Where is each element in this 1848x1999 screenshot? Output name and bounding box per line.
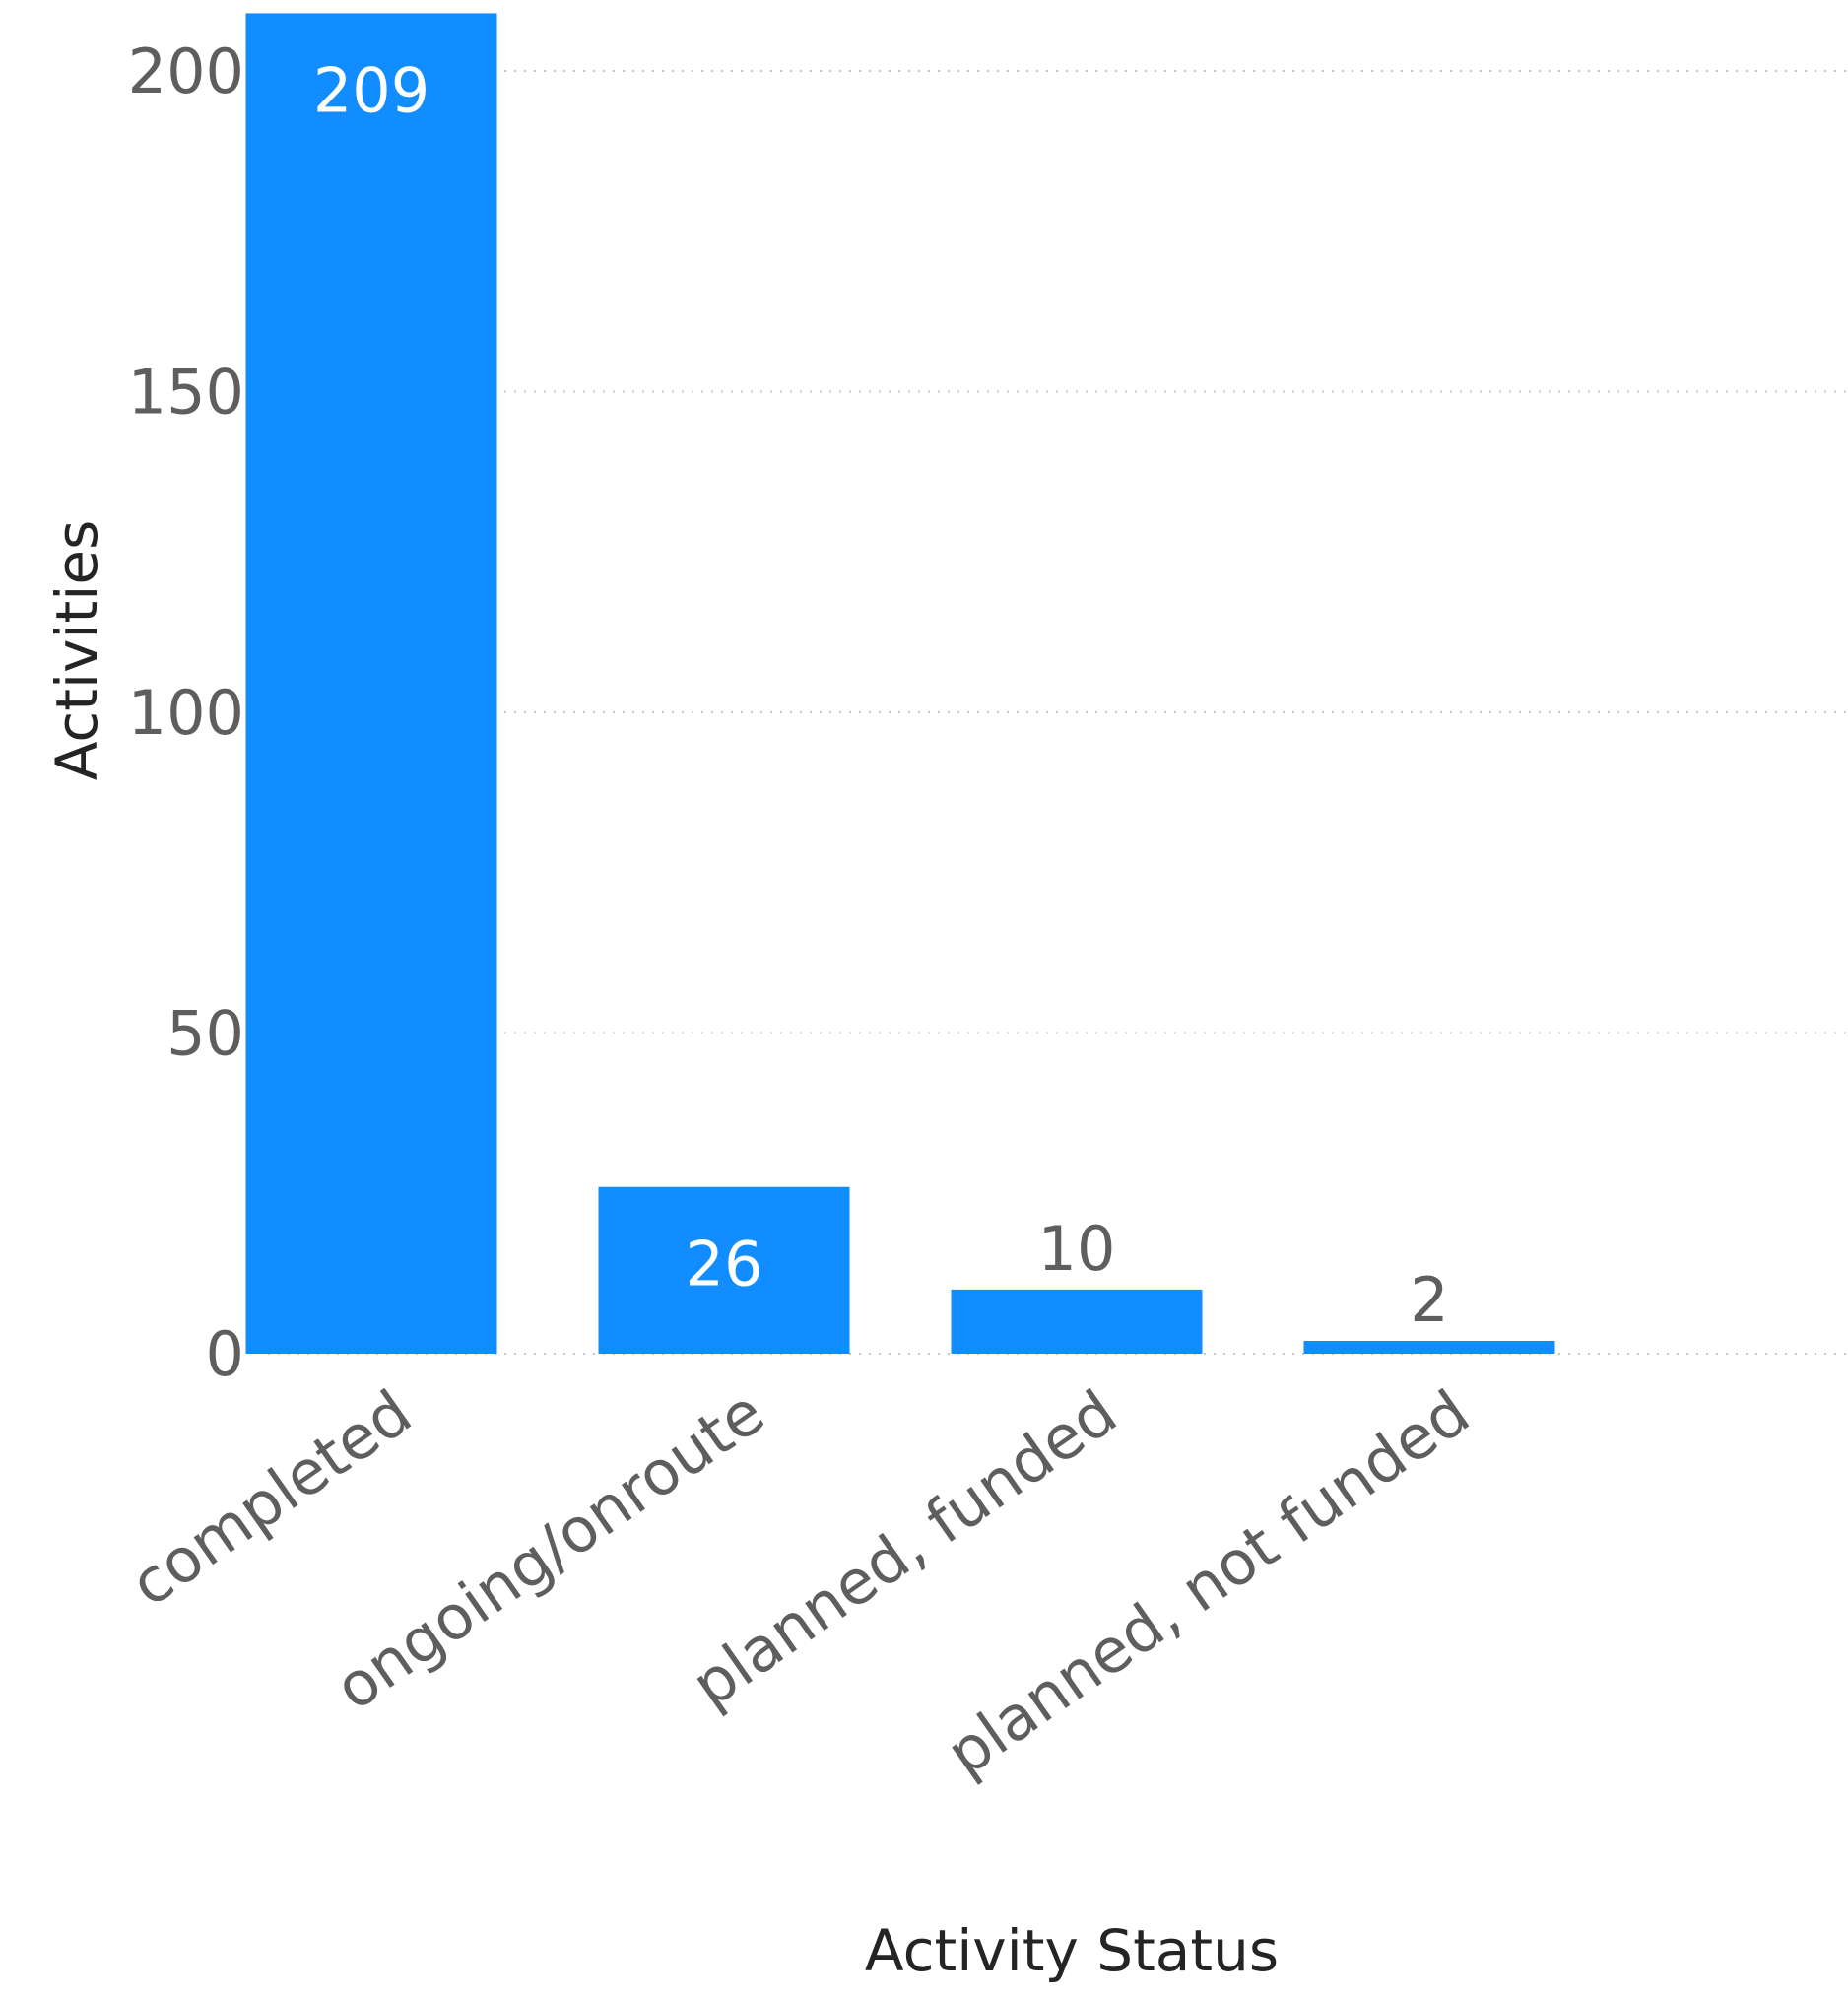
- y-tick-label: 0: [206, 1318, 244, 1390]
- data-label: 209: [313, 54, 429, 126]
- bar-planned-funded[interactable]: [951, 1289, 1203, 1354]
- y-axis-ticks: 0 50 100 150 200: [128, 35, 244, 1390]
- y-axis-title: Activities: [43, 520, 110, 781]
- bar-ongoing-onroute[interactable]: [598, 1186, 850, 1354]
- bars: [245, 13, 1555, 1354]
- data-label: 10: [1038, 1213, 1116, 1285]
- gridlines: [268, 70, 1848, 1355]
- x-axis-title: Activity Status: [865, 1917, 1279, 1984]
- data-labels: 209 26 10 2: [313, 54, 1449, 1336]
- y-tick-label: 100: [128, 677, 244, 749]
- bar-completed[interactable]: [245, 13, 497, 1354]
- y-tick-label: 50: [166, 998, 244, 1070]
- data-label: 2: [1410, 1264, 1448, 1336]
- data-label: 26: [686, 1229, 763, 1300]
- y-tick-label: 150: [128, 357, 244, 429]
- x-tick-label: completed: [117, 1375, 424, 1620]
- y-tick-label: 200: [128, 35, 244, 107]
- bar-planned-not-funded[interactable]: [1303, 1340, 1555, 1354]
